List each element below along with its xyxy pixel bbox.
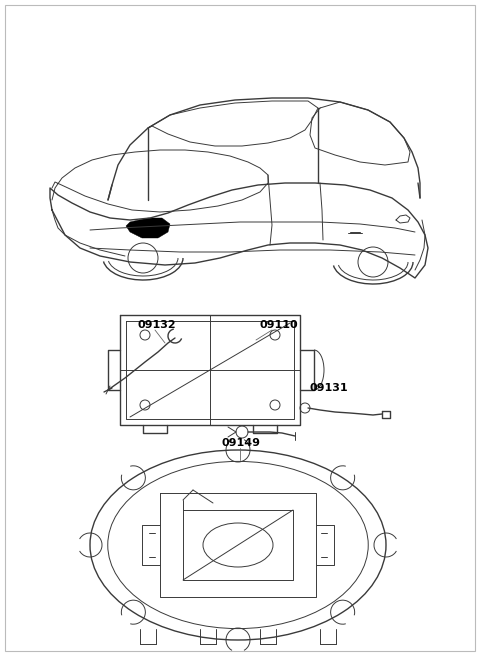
Text: 09110: 09110 (260, 320, 299, 330)
Text: 09149: 09149 (222, 438, 261, 448)
Polygon shape (126, 218, 170, 238)
Text: 09132: 09132 (138, 320, 177, 330)
Text: 09131: 09131 (310, 383, 348, 393)
